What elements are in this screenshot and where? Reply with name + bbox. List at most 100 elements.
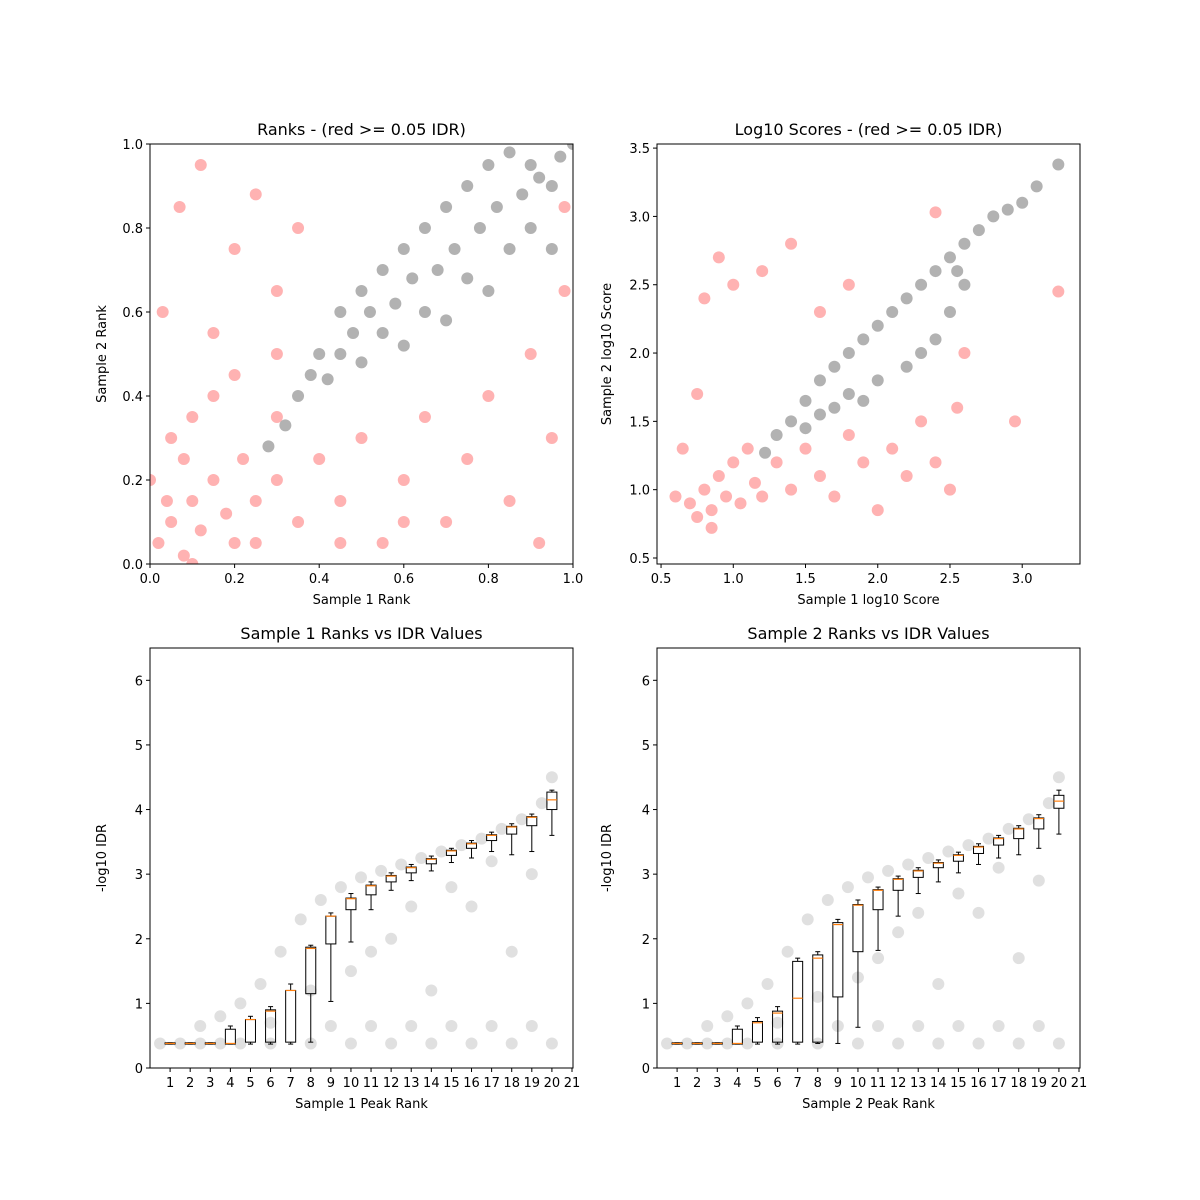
boxplot [852,899,864,1028]
boxplot [244,1015,256,1045]
boxplot [526,813,538,853]
y-tick-label: 1.0 [122,138,143,153]
point [992,861,1005,874]
point [194,1020,207,1032]
y-tick-label: 0 [135,1062,143,1077]
chart-title: Sample 2 Ranks vs IDR Values [747,624,989,643]
axes-frame [149,647,574,1069]
point [445,881,458,894]
point [801,913,814,926]
subplot: 1 2 3 4 5 6 7 8 9 10 11 12 13 14 15 16 17 18 19 20 210123456… [600,624,1087,1112]
point [313,453,326,465]
point [1022,813,1035,826]
x-tick-label: 3.0 [1012,572,1033,587]
point [545,432,558,444]
y-tick-label: 0.5 [629,552,650,567]
point [900,360,913,373]
point [1002,822,1015,835]
point [304,369,317,381]
point [237,453,250,465]
x-tick-label: 0.8 [478,572,499,587]
boxplot [385,872,397,891]
point [1012,1037,1025,1050]
point [871,319,884,332]
point [1042,797,1055,810]
point [712,470,725,483]
x-tick-label: 12 [383,1076,400,1091]
point [525,1020,538,1032]
point [871,374,884,387]
point [503,146,516,159]
y-tick-label: 4 [642,804,650,819]
point [929,206,942,219]
y-tick-label: 2.5 [629,279,650,294]
point [482,285,495,297]
x-tick-label: 19 [524,1076,541,1091]
point [344,1037,357,1050]
point [1012,952,1025,965]
point [841,881,854,894]
x-axis-label: Sample 1 Peak Rank [295,1097,428,1112]
point [857,333,870,346]
boxplot [872,886,884,951]
x-tick-label: 3 [713,1076,721,1091]
y-tick-label: 4 [135,804,143,819]
point [165,432,178,444]
point [892,1037,905,1050]
point [558,285,571,297]
point [490,201,503,213]
boxplot [466,840,478,859]
point [821,894,834,906]
point [228,243,241,255]
point [249,188,262,201]
subplot: 0.0 0.2 0.4 0.6 0.8 1.0 0.0 0.2 0.4 0.6 0.8 1.0 Rank… [95,120,583,608]
x-tick-label: 3 [206,1076,214,1091]
point [321,373,334,386]
x-tick-label: 2 [693,1076,701,1091]
box [466,842,478,849]
plot-area [154,771,558,1050]
point [344,965,357,978]
x-axis-label: Sample 2 Peak Rank [802,1097,935,1112]
box [385,874,397,883]
x-tick-label: 11 [363,1076,380,1091]
point [440,516,453,528]
point [851,1037,864,1050]
point [972,224,985,237]
x-tick-label: 21 [1071,1076,1088,1091]
point [279,419,292,432]
point [958,347,971,360]
point [334,495,347,507]
y-tick-label: 1.0 [629,484,650,499]
y-tick-label: 3 [135,868,143,883]
y-tick-label: 0.8 [122,222,143,237]
point [842,429,855,442]
point [558,201,571,213]
box [812,954,824,1043]
point [165,516,178,528]
point [785,415,798,428]
point [1052,158,1065,171]
box [751,1020,763,1043]
point [902,858,915,871]
boxplot [285,983,297,1045]
point [785,483,798,496]
point [495,822,508,835]
point [354,871,367,884]
point [313,348,326,360]
x-tick-label: 7 [287,1076,295,1091]
point [186,558,199,564]
point [418,306,431,318]
box [973,845,985,854]
point [461,272,474,285]
boxplot [1033,814,1045,849]
boxplot [952,851,964,874]
box [892,878,904,891]
point [270,348,283,360]
box [224,1028,236,1045]
box [305,946,317,995]
x-tick-label: 15 [443,1076,460,1091]
point [871,504,884,517]
subplot: 1 2 3 4 5 6 7 8 9 10 11 12 13 14 15 16 17 18 19 20 210123456… [95,624,580,1112]
point [982,832,995,845]
